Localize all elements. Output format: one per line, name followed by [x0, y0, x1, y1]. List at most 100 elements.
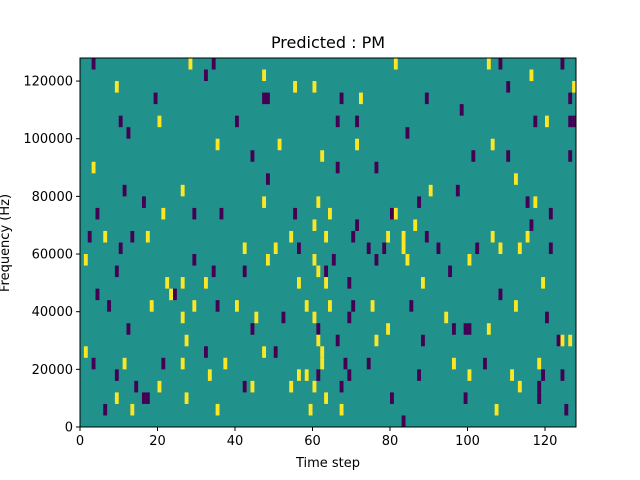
heatmap-cell-high: [486, 323, 491, 335]
heatmap-cell-low: [417, 369, 422, 381]
heatmap-cell-high: [204, 277, 208, 289]
heatmap-cell-high: [165, 277, 170, 289]
heatmap-cell-high: [188, 58, 193, 70]
heatmap-cell-low: [568, 150, 573, 162]
heatmap-cell-low: [281, 311, 286, 324]
heatmap-cell-low: [409, 300, 414, 312]
heatmap-cell-high: [91, 161, 96, 174]
heatmap-cell-high: [297, 277, 301, 289]
heatmap-cell-high: [180, 184, 185, 197]
y-axis-label: Frequency (Hz): [0, 194, 13, 292]
heatmap-cell-high: [568, 334, 573, 347]
heatmap-cell-low: [107, 300, 112, 312]
heatmap-cell-high: [157, 380, 162, 393]
heatmap-cell-low: [335, 161, 340, 174]
heatmap-cell-high: [180, 357, 185, 370]
heatmap-cell-low: [529, 219, 534, 231]
heatmap-cell-high: [316, 334, 321, 347]
heatmap-cell-low: [424, 230, 429, 243]
heatmap-cell-low: [204, 346, 208, 358]
heatmap-cell-low: [390, 207, 394, 220]
heatmap-cell-low: [533, 115, 538, 128]
y-tick-label: 120000: [23, 75, 73, 90]
heatmap-cell-low: [455, 184, 460, 197]
heatmap-cell-low: [467, 323, 472, 335]
heatmap-cell-low: [424, 92, 429, 105]
heatmap-cell-low: [374, 161, 379, 174]
heatmap-cell-high: [328, 207, 332, 220]
heatmap-cell-low: [564, 403, 569, 416]
heatmap-cell-high: [242, 242, 247, 255]
heatmap-cell-low: [347, 369, 352, 381]
y-tick-label: 0: [65, 421, 73, 436]
heatmap-cell-low: [382, 242, 387, 255]
heatmap-cell-low: [192, 254, 197, 266]
heatmap-cell-low: [215, 300, 220, 312]
chart-title: Predicted : PM: [271, 33, 385, 52]
heatmap-cell-high: [262, 69, 267, 82]
heatmap-cell-low: [293, 207, 298, 220]
heatmap-cell-low: [335, 334, 340, 347]
heatmap-cell-low: [339, 92, 344, 105]
heatmap-cell-high: [266, 254, 270, 266]
heatmap-cell-high: [413, 219, 418, 231]
heatmap-cell-high: [490, 230, 495, 243]
x-axis: 0 20 40 60 80 100 120: [76, 427, 557, 449]
heatmap-cell-high: [316, 265, 321, 278]
heatmap-cell-high: [207, 369, 212, 381]
plot-area: [79, 57, 577, 428]
heatmap-cell-high: [405, 254, 410, 266]
heatmap-cell-low: [316, 323, 321, 335]
x-tick-label: 20: [149, 434, 166, 449]
heatmap-cell-high: [320, 357, 325, 370]
heatmap-cell-high: [510, 369, 515, 381]
heatmap-cell-high: [312, 380, 317, 393]
heatmap-cell-low: [95, 288, 100, 301]
heatmap-cell-high: [560, 334, 565, 347]
heatmap-cell-low: [421, 334, 425, 347]
heatmap-cell-low: [316, 369, 321, 381]
heatmap-cell-low: [95, 207, 100, 220]
heatmap-cell-low: [87, 230, 92, 243]
heatmap-cell-low: [211, 58, 216, 70]
x-tick-label: 100: [455, 434, 480, 449]
heatmap-cell-low: [118, 242, 123, 255]
heatmap-cell-low: [331, 254, 336, 266]
heatmap-cell-high: [386, 323, 391, 335]
heatmap-cell-high: [393, 207, 398, 220]
heatmap-cell-low: [266, 173, 270, 185]
heatmap-cell-high: [324, 230, 329, 243]
heatmap-cell-low: [91, 357, 96, 370]
heatmap-cell-high: [180, 277, 185, 289]
heatmap-cell-low: [351, 300, 356, 312]
heatmap-cell-high: [541, 277, 546, 289]
heatmap-cell-high: [304, 369, 309, 381]
heatmap-cell-low: [126, 323, 131, 335]
heatmap-cell-low: [355, 219, 360, 231]
heatmap-cell-high: [215, 403, 220, 416]
heatmap-cell-low: [475, 242, 480, 255]
heatmap-cell-high: [490, 138, 495, 151]
heatmap-cell-low: [401, 415, 406, 427]
heatmap-cell-high: [308, 403, 313, 416]
heatmap-cell-low: [211, 265, 216, 278]
heatmap-cell-high: [517, 380, 522, 393]
heatmap-cell-low: [142, 392, 146, 404]
heatmap-cell-high: [169, 288, 174, 301]
heatmap-cell-high: [529, 69, 534, 82]
heatmap-cell-high: [374, 334, 379, 347]
x-tick-label: 60: [304, 434, 321, 449]
heatmap-cell-low: [347, 277, 352, 289]
plot-frame: [79, 57, 577, 428]
heatmap-cell-high: [114, 392, 119, 404]
heatmap-cell-low: [506, 150, 511, 162]
heatmap-cell-high: [83, 346, 88, 358]
heatmap-cell-low: [324, 265, 329, 278]
heatmap-cell-high: [254, 311, 259, 324]
heatmap-cell-low: [471, 150, 476, 162]
heatmap-cell-low: [351, 230, 356, 243]
heatmap-cell-high: [273, 242, 278, 255]
y-tick-label: 80000: [32, 190, 73, 205]
heatmap-cell-high: [130, 403, 135, 416]
